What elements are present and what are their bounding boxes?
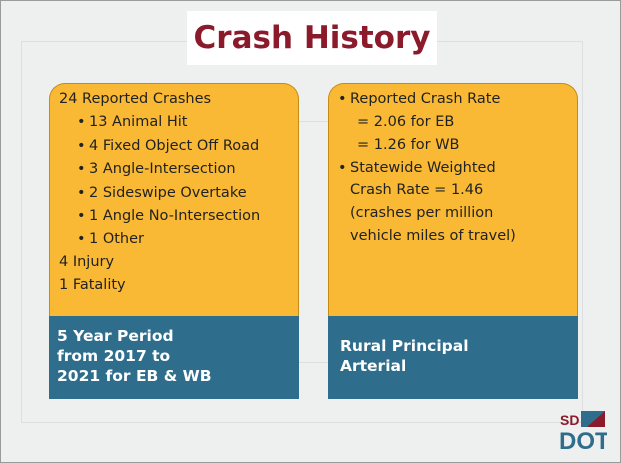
list-line: 24 Reported Crashes xyxy=(59,91,212,107)
list-item: Statewide Weighted xyxy=(338,160,496,176)
list-line: vehicle miles of travel) xyxy=(350,228,516,244)
footer-line: from 2017 to xyxy=(57,347,171,365)
list-line: (crashes per million xyxy=(350,205,494,221)
slide-title: Crash History xyxy=(187,11,437,65)
sd-dot-logo: SD DOT xyxy=(559,411,607,453)
footer-line: 5 Year Period xyxy=(57,327,174,345)
list-line: 1 Fatality xyxy=(59,277,126,293)
list-item: 1 Other xyxy=(77,231,144,247)
footer-line: Arterial xyxy=(340,357,407,375)
list-item: 1 Angle No-Intersection xyxy=(77,208,260,224)
left-footer: 5 Year Period from 2017 to 2021 for EB &… xyxy=(49,316,299,399)
list-line: = 2.06 for EB xyxy=(357,114,455,130)
list-item: 13 Animal Hit xyxy=(77,114,188,130)
footer-line: Rural Principal xyxy=(340,337,469,355)
right-footer: Rural Principal Arterial xyxy=(328,316,578,399)
list-item: 2 Sideswipe Overtake xyxy=(77,185,247,201)
list-line: 4 Injury xyxy=(59,254,115,270)
list-item: Reported Crash Rate xyxy=(338,91,500,107)
footer-line: 2021 for EB & WB xyxy=(57,367,212,385)
right-panel xyxy=(328,83,578,316)
list-line: = 1.26 for WB xyxy=(357,137,460,153)
list-item: 4 Fixed Object Off Road xyxy=(77,138,259,154)
logo-text: DOT xyxy=(559,428,607,453)
logo-flag xyxy=(587,411,605,427)
list-line: Crash Rate = 1.46 xyxy=(350,182,484,198)
list-item: 3 Angle-Intersection xyxy=(77,161,236,177)
logo-text: SD xyxy=(560,412,579,428)
